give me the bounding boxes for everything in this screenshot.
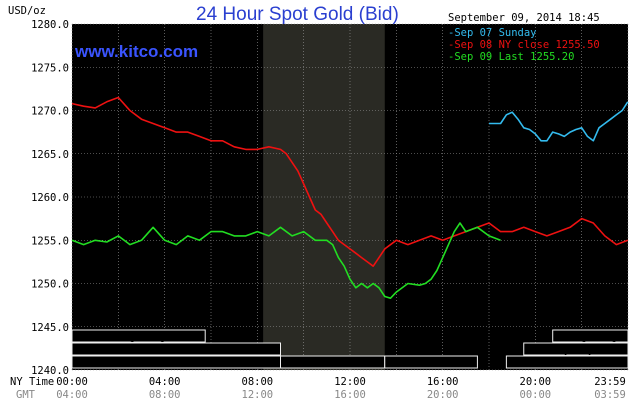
x-tick-gmt: 00:00 [520,389,552,401]
x-tick-gmt: 12:00 [242,389,274,401]
y-tick-label: 1265.0 [31,149,69,161]
legend-entry-sep08: -Sep 08 NY close 1255.50 [448,39,600,51]
legend-entry-sep07: -Sep 07 Sunday [448,27,537,39]
y-tick-label: 1245.0 [31,322,69,334]
session-bar [71,329,206,343]
x-tick-gmt: 03:59 [594,389,626,401]
x-tick-ny: 12:00 [334,376,366,388]
series-line-sep09 [71,222,501,300]
x-tick-labels: 00:00 04:00 08:00 12:00 16:00 20:00 23:5904:00… [56,376,626,401]
y-tick-label: 1270.0 [31,106,69,118]
x-tick-ny: 00:00 [56,376,88,388]
x-tick-ny: 16:00 [427,376,459,388]
session-label: Hong Kong [563,332,617,343]
kitco-brand: www.kitco.com [74,42,198,61]
session-bar [505,355,629,369]
gmt-label: GMT [16,389,36,401]
series-line-sep08 [71,96,629,268]
x-tick-gmt: 08:00 [149,389,181,401]
session-bar [552,329,629,343]
y-tick-label: 1275.0 [31,62,69,74]
y-tick-labels: 1240.0 1245.0 1250.0 1255.0 1260.0 1265.0 1270… [31,19,69,377]
legend: -Sep 07 Sunday -Sep 08 NY close 1255.50 … [448,27,600,63]
y-tick-label: 1255.0 [31,235,69,247]
session-label: NY Globex [404,358,458,369]
timestamp: September 09, 2014 18:45 [448,12,600,24]
session-label: New York NYMEX [290,358,374,369]
y-tick-label: 1250.0 [31,279,69,291]
x-tick-ny: 20:00 [520,376,552,388]
x-tick-ny: 23:59 [594,376,626,388]
session-label: New York Globex [131,358,221,369]
grid-lines [71,23,629,371]
x-tick-ny: 08:00 [242,376,274,388]
session-label: Sydney [558,345,594,356]
x-tick-gmt: 20:00 [427,389,459,401]
session-label: Hong Kong [112,332,166,343]
x-tick-gmt: 16:00 [334,389,366,401]
series-line-sep07 [489,101,629,142]
session-bars: Hong Kong London New York Globex New York N… [71,329,629,369]
legend-entry-sep09: -Sep 09 Last 1255.20 [448,51,574,63]
y-unit-label: USD/oz [8,5,46,17]
ny-time-label: NY Time [10,376,54,388]
session-bar [523,342,629,356]
x-tick-ny: 04:00 [149,376,181,388]
series-lines [71,96,629,300]
session-bar [384,355,478,369]
x-tick-gmt: 04:00 [56,389,88,401]
session-label: London [158,345,194,356]
y-tick-label: 1240.0 [31,365,69,377]
session-bar [71,342,281,356]
y-tick-label: 1260.0 [31,192,69,204]
chart-title: 24 Hour Spot Gold (Bid) [196,4,399,25]
nymex-highlight-band [263,24,385,370]
session-label: New York Globex [522,358,612,369]
y-tick-label: 1280.0 [31,19,69,31]
